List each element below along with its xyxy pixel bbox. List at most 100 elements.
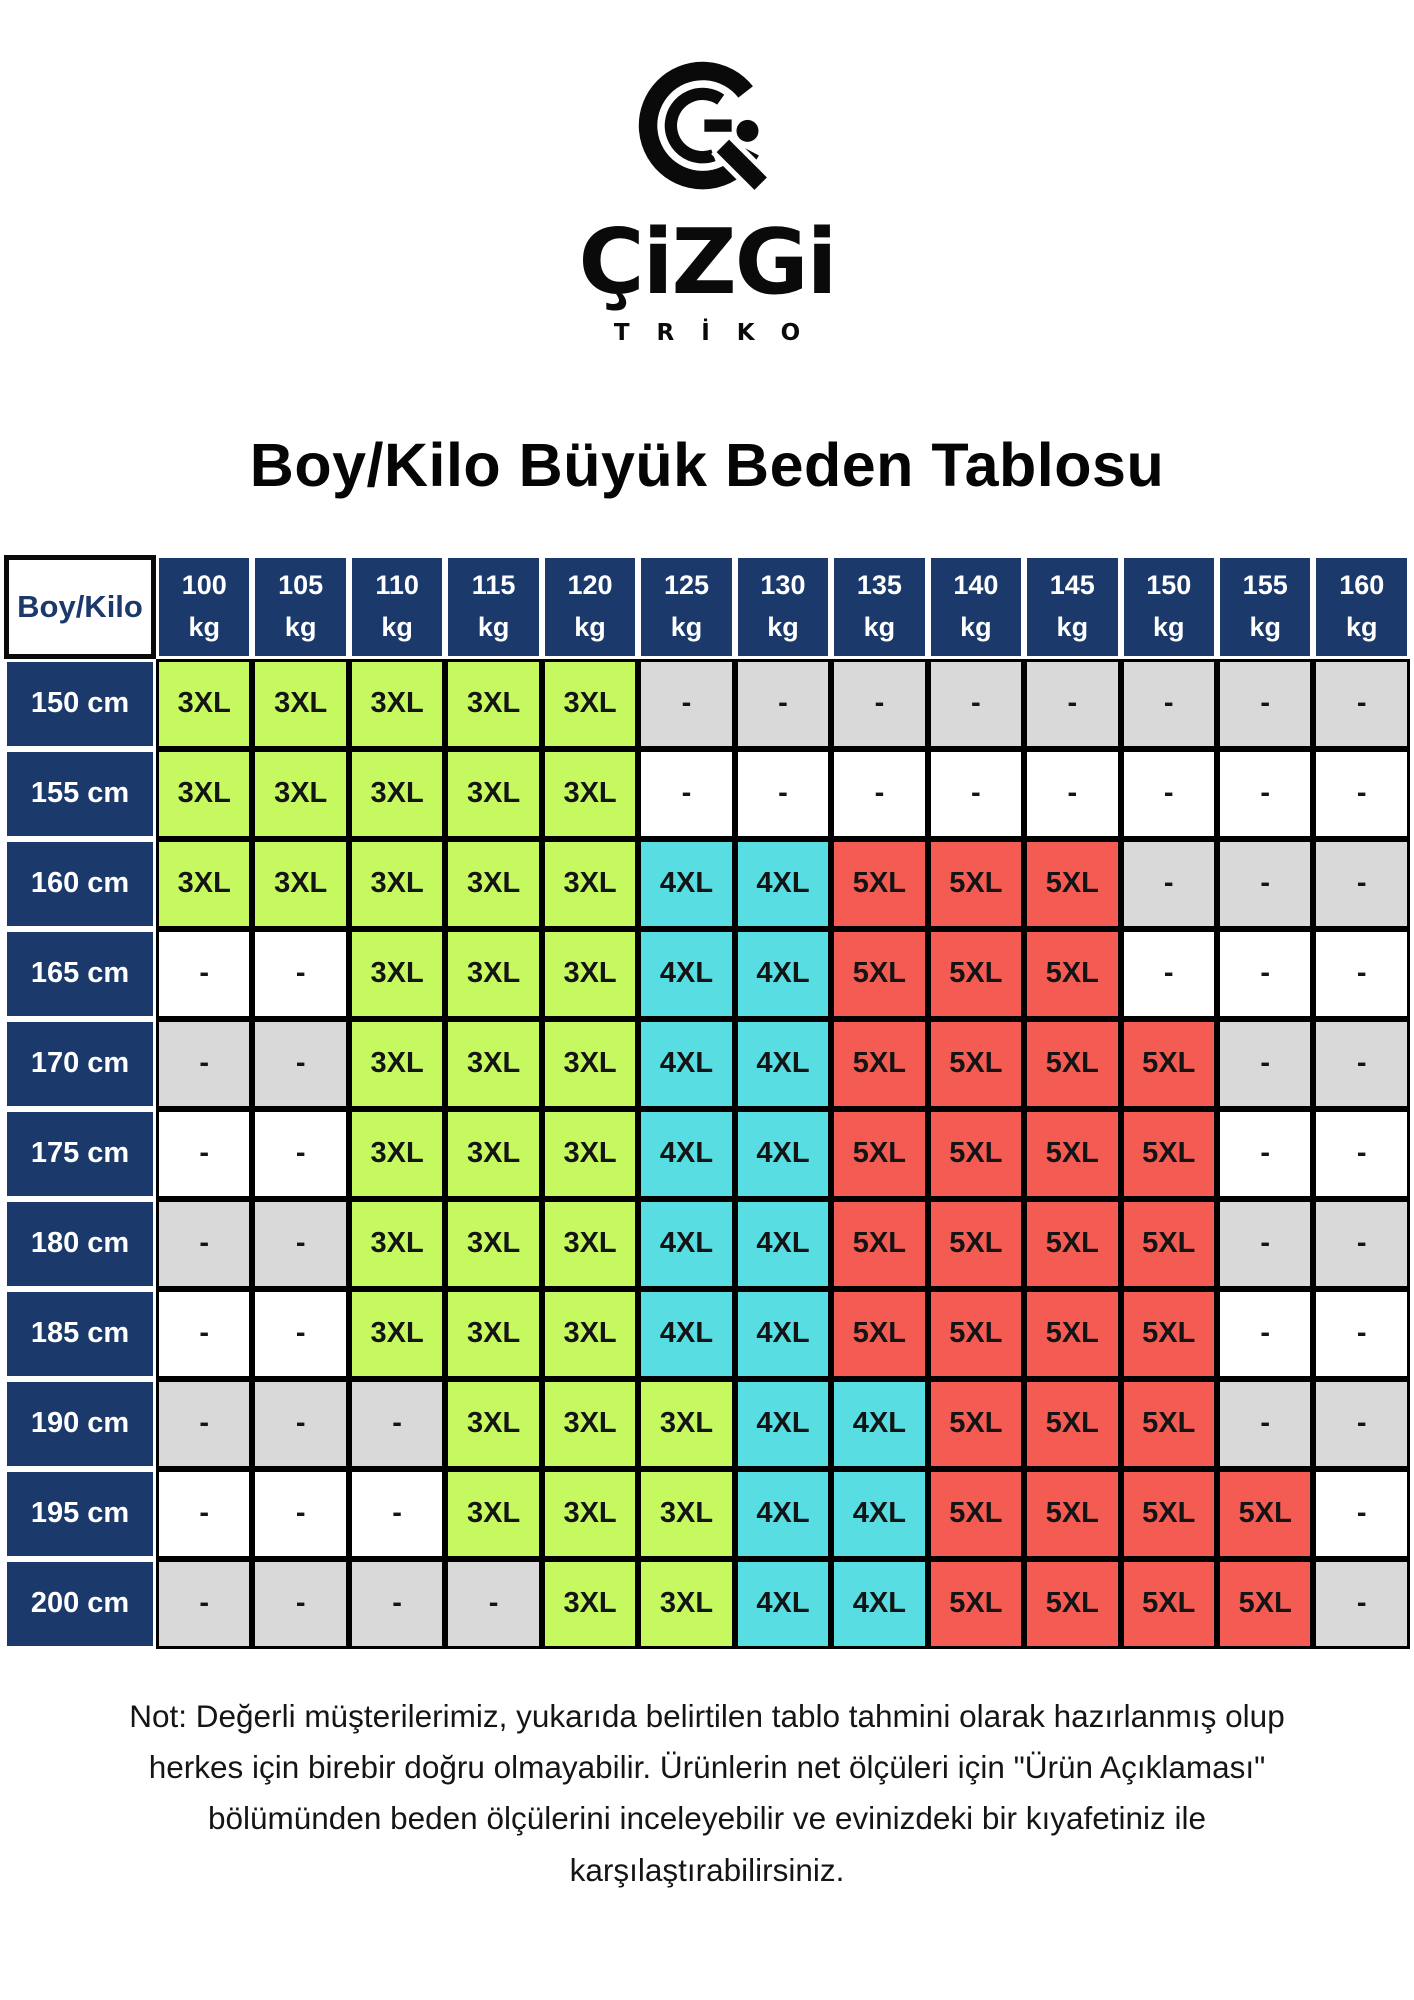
- table-header: Boy/Kilo 100 kg 105 kg 110 kg 115 kg 120 kg 125 kg 13…: [4, 554, 1410, 659]
- empty-cell: -: [252, 928, 349, 1019]
- size-cell: 3XL: [156, 748, 253, 839]
- table-row: 180 cm - -3XL 3XL 3XL 4XL 4XL 5XL 5XL 5XL 5XL - -: [4, 1198, 1410, 1289]
- footnote-text: Not: Değerli müşterilerimiz, yukarıda be…: [129, 1697, 1285, 1888]
- table-row: 195 cm - - -3XL 3XL 3XL 4XL 4XL 5XL 5XL 5XL 5XL -: [4, 1468, 1410, 1559]
- empty-cell: -: [1216, 1018, 1314, 1109]
- height-header-cell: 160 cm: [4, 838, 156, 929]
- empty-cell: -: [156, 1288, 253, 1379]
- empty-cell: -: [156, 1198, 253, 1289]
- table-row: 175 cm - -3XL 3XL 3XL 4XL 4XL 5XL 5XL 5XL 5XL - -: [4, 1108, 1410, 1199]
- empty-cell: -: [1313, 748, 1410, 839]
- size-cell: 5XL: [831, 838, 928, 929]
- empty-cell: -: [1313, 928, 1410, 1019]
- table-row: 155 cm 3XL 3XL 3XL 3XL 3XL - - - - - - - -: [4, 748, 1410, 839]
- size-cell: 5XL: [927, 928, 1025, 1019]
- empty-cell: -: [1024, 658, 1121, 749]
- size-cell: 3XL: [252, 658, 349, 749]
- size-cell: 3XL: [348, 748, 446, 839]
- size-cell: 4XL: [734, 1018, 832, 1109]
- size-cell: 3XL: [348, 928, 446, 1019]
- size-cell: 4XL: [638, 1108, 735, 1199]
- height-header-cell: 155 cm: [4, 748, 156, 839]
- size-cell: 3XL: [541, 1468, 639, 1559]
- size-cell: 3XL: [252, 838, 349, 929]
- size-cell: 3XL: [445, 1288, 542, 1379]
- weight-header-cell: 100 kg: [156, 554, 253, 659]
- size-cell: 3XL: [445, 1378, 542, 1469]
- size-cell: 5XL: [831, 1198, 928, 1289]
- size-cell: 3XL: [445, 1198, 542, 1289]
- size-cell: 3XL: [156, 838, 253, 929]
- table-row: 185 cm - -3XL 3XL 3XL 4XL 4XL 5XL 5XL 5XL 5XL - -: [4, 1288, 1410, 1379]
- height-header-cell: 165 cm: [4, 928, 156, 1019]
- empty-cell: -: [1313, 1288, 1410, 1379]
- brand-wordmark: ÇiZGi: [578, 210, 838, 315]
- size-cell: 3XL: [541, 928, 639, 1019]
- size-cell: 5XL: [1120, 1108, 1217, 1199]
- size-cell: 3XL: [445, 1468, 542, 1559]
- weight-header-cell: 140 kg: [927, 554, 1025, 659]
- cizgi-monogram-icon: [638, 61, 773, 196]
- height-header-cell: 170 cm: [4, 1018, 156, 1109]
- table-row: 170 cm - -3XL 3XL 3XL 4XL 4XL 5XL 5XL 5XL 5XL - -: [4, 1018, 1410, 1109]
- size-cell: 5XL: [1024, 1468, 1121, 1559]
- size-cell: 5XL: [1216, 1558, 1314, 1649]
- empty-cell: -: [252, 1018, 349, 1109]
- size-cell: 4XL: [734, 1378, 832, 1469]
- brand-logo: ÇiZGi TRİKO: [0, 0, 1414, 346]
- size-cell: 5XL: [1024, 1378, 1121, 1469]
- size-cell: 4XL: [831, 1558, 928, 1649]
- empty-cell: -: [252, 1558, 349, 1649]
- empty-cell: -: [252, 1468, 349, 1559]
- empty-cell: -: [156, 1108, 253, 1199]
- height-header-cell: 150 cm: [4, 658, 156, 749]
- empty-cell: -: [156, 1018, 253, 1109]
- size-cell: 4XL: [638, 838, 735, 929]
- size-cell: 5XL: [1120, 1198, 1217, 1289]
- size-cell: 5XL: [1120, 1468, 1217, 1559]
- table-row: 150 cm 3XL 3XL 3XL 3XL 3XL - - - - - - - -: [4, 658, 1410, 749]
- size-cell: 3XL: [638, 1468, 735, 1559]
- size-cell: 3XL: [541, 1378, 639, 1469]
- size-cell: 3XL: [445, 748, 542, 839]
- size-cell: 3XL: [348, 1108, 446, 1199]
- empty-cell: -: [1313, 1468, 1410, 1559]
- size-cell: 4XL: [831, 1468, 928, 1559]
- weight-header-cell: 145 kg: [1024, 554, 1121, 659]
- table-body: 150 cm 3XL 3XL 3XL 3XL 3XL - - - - - - - -155 cm 3XL 3X…: [4, 658, 1410, 1649]
- size-cell: 3XL: [252, 748, 349, 839]
- size-cell: 3XL: [541, 658, 639, 749]
- size-cell: 3XL: [156, 658, 253, 749]
- empty-cell: -: [1313, 1378, 1410, 1469]
- height-header-cell: 190 cm: [4, 1378, 156, 1469]
- size-cell: 5XL: [1024, 1018, 1121, 1109]
- table-row: 200 cm - - - -3XL 3XL 4XL 4XL 5XL 5XL 5XL 5XL -: [4, 1558, 1410, 1649]
- size-cell: 5XL: [927, 838, 1025, 929]
- empty-cell: -: [445, 1558, 542, 1649]
- size-cell: 3XL: [541, 1108, 639, 1199]
- size-cell: 3XL: [541, 1558, 639, 1649]
- empty-cell: -: [348, 1468, 446, 1559]
- empty-cell: -: [156, 1378, 253, 1469]
- empty-cell: -: [638, 748, 735, 839]
- brand-tagline: TRİKO: [613, 319, 828, 346]
- size-cell: 3XL: [445, 1018, 542, 1109]
- height-header-cell: 180 cm: [4, 1198, 156, 1289]
- weight-header-cell: 110 kg: [348, 554, 446, 659]
- empty-cell: -: [1216, 1198, 1314, 1289]
- size-cell: 3XL: [445, 928, 542, 1019]
- table-row: 165 cm - -3XL 3XL 3XL 4XL 4XL 5XL 5XL 5XL - - -: [4, 928, 1410, 1019]
- empty-cell: -: [1313, 1558, 1410, 1649]
- empty-cell: -: [1216, 1108, 1314, 1199]
- empty-cell: -: [1024, 748, 1121, 839]
- size-cell: 5XL: [1120, 1378, 1217, 1469]
- size-cell: 5XL: [1120, 1558, 1217, 1649]
- empty-cell: -: [1120, 748, 1217, 839]
- empty-cell: -: [252, 1378, 349, 1469]
- empty-cell: -: [348, 1378, 446, 1469]
- size-cell: 4XL: [734, 838, 832, 929]
- size-cell: 3XL: [541, 1198, 639, 1289]
- size-cell: 5XL: [1024, 1198, 1121, 1289]
- size-cell: 5XL: [1120, 1018, 1217, 1109]
- size-cell: 5XL: [831, 1288, 928, 1379]
